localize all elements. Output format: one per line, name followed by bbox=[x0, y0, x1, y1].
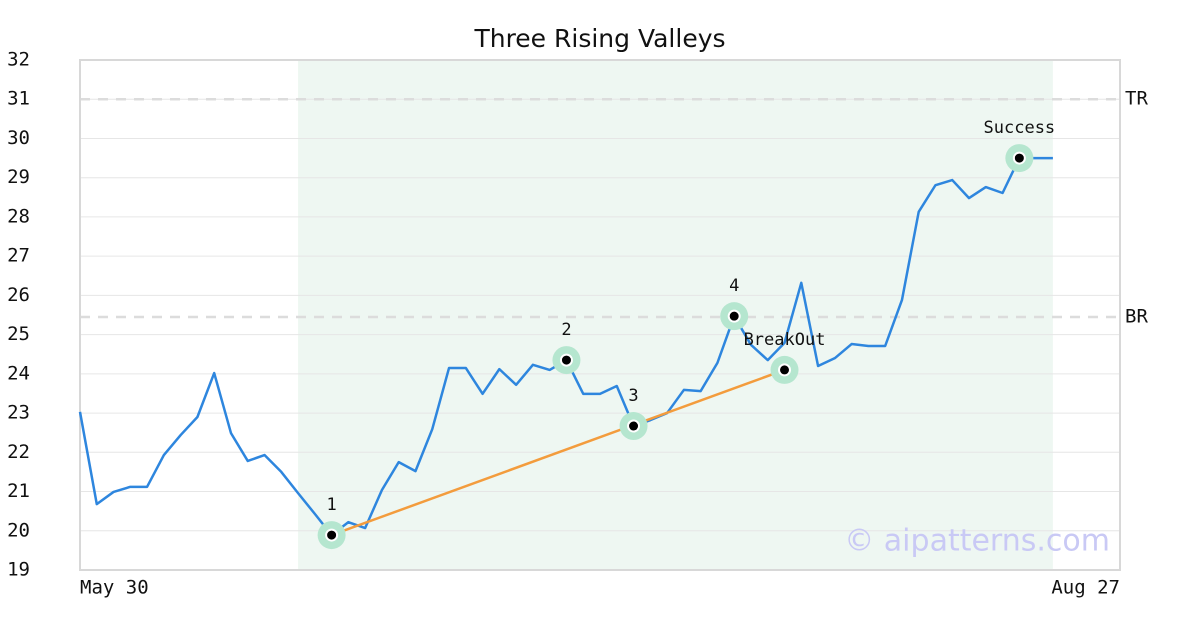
y-tick-label: 28 bbox=[7, 205, 30, 227]
annotation-label: 2 bbox=[561, 320, 571, 340]
y-tick-label: 31 bbox=[7, 88, 30, 110]
y-tick-label: 26 bbox=[7, 284, 30, 306]
annotation-label: 1 bbox=[326, 495, 336, 515]
y-tick-label: 22 bbox=[7, 441, 30, 463]
trend-line bbox=[331, 368, 785, 537]
level-label: TR bbox=[1125, 88, 1148, 110]
level-label: BR bbox=[1125, 305, 1148, 327]
annotation-point bbox=[559, 353, 573, 367]
y-tick-label: 32 bbox=[7, 49, 30, 71]
y-tick-label: 27 bbox=[7, 245, 30, 267]
plot-frame bbox=[79, 59, 1121, 571]
y-tick-label: 23 bbox=[7, 402, 30, 424]
x-tick-label: Aug 27 bbox=[1051, 577, 1120, 599]
annotation-point bbox=[325, 528, 339, 542]
y-tick-label: 19 bbox=[7, 559, 30, 581]
annotation-point bbox=[727, 309, 741, 323]
annotation-label: Success bbox=[984, 118, 1056, 138]
y-tick-label: 24 bbox=[7, 362, 30, 384]
annotation-point bbox=[1012, 151, 1026, 165]
annotation-point bbox=[778, 363, 792, 377]
pattern-region bbox=[298, 60, 1053, 570]
y-tick-label: 20 bbox=[7, 519, 30, 541]
annotation-label: 3 bbox=[628, 386, 638, 406]
y-tick-label: 21 bbox=[7, 480, 30, 502]
y-tick-label: 30 bbox=[7, 127, 30, 149]
chart-title: Three Rising Valleys bbox=[473, 24, 725, 53]
x-tick-label: May 30 bbox=[80, 577, 149, 599]
annotation-point bbox=[627, 419, 641, 433]
y-tick-label: 25 bbox=[7, 323, 30, 345]
annotation-label: 4 bbox=[729, 276, 739, 296]
annotation-label: BreakOut bbox=[744, 330, 826, 350]
watermark: © aipatterns.com bbox=[844, 524, 1110, 559]
y-tick-label: 29 bbox=[7, 166, 30, 188]
